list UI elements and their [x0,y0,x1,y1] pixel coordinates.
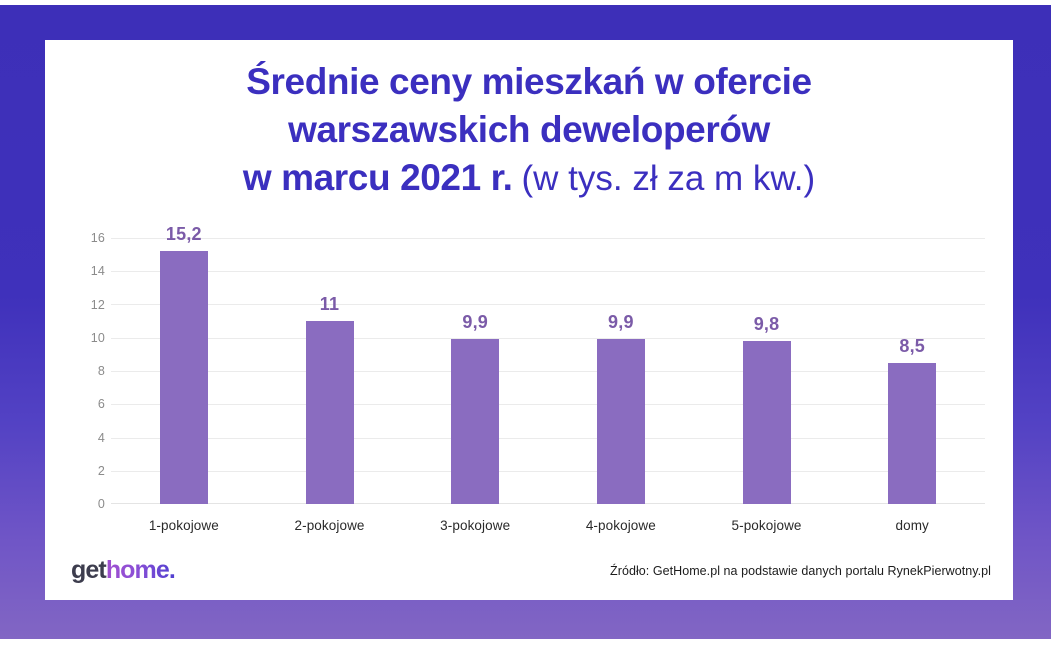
x-tick-domy: domy [895,518,929,533]
bar-1-pokojowe[interactable] [159,251,208,504]
y-tick-8: 8 [97,364,105,378]
gridline-2 [111,471,985,472]
y-tick-10: 10 [90,330,105,345]
chart-title-line-3: w marcu 2021 r. (w tys. zł za m kw.) [45,154,1013,202]
y-axis: 16 14 12 10 8 6 4 2 0 [50,231,105,511]
bar-slot-2-pokojowe: 11 [257,238,403,504]
bar-value-label-5-pokojowe: 9,8 [753,314,780,335]
gridline-14 [111,271,985,272]
bar-domy[interactable] [888,362,937,504]
logo-text-home: home. [105,556,176,584]
x-tick-1-pokojowe: 1-pokojowe [148,518,219,533]
bar-4-pokojowe[interactable] [596,339,645,504]
bar-slot-3-pokojowe: 9,9 [402,238,548,504]
gridline-6 [111,404,985,405]
chart-title-line-2: warszawskich deweloperów [288,109,770,151]
gridline-0 [111,503,985,504]
chart-title-unit: (w tys. zł za m kw.) [521,159,816,199]
gridline-4 [111,438,985,439]
bar-3-pokojowe[interactable] [451,339,500,504]
y-tick-12: 12 [90,297,105,312]
logo-text-get: get [71,556,107,584]
gridline-8 [111,371,985,372]
chart-title-line-1: Średnie ceny mieszkań w ofercie [246,61,812,102]
source-note: Źródło: GetHome.pl na podstawie danych p… [610,564,991,578]
bar-slot-1-pokojowe: 15,2 [111,224,257,504]
bar-2-pokojowe[interactable] [305,321,354,504]
bar-series: 15,2 11 9,9 9,9 9,8 [111,224,985,504]
bar-slot-5-pokojowe: 9,8 [694,238,840,504]
chart-card: Średnie ceny mieszkań w ofercie warszaws… [45,40,1013,600]
bar-value-label-4-pokojowe: 9,9 [608,312,634,333]
plot-area: 16 14 12 10 8 6 4 2 0 [45,224,1013,548]
x-tick-3-pokojowe: 3-pokojowe [440,518,511,533]
gridlines [111,238,985,504]
gridline-12 [111,304,985,305]
x-axis: 1-pokojowe 2-pokojowe 3-pokojowe 4-pokoj… [111,518,985,533]
chart-title-block: Średnie ceny mieszkań w ofercie warszaws… [45,58,1013,202]
bar-slot-domy: 8,5 [839,238,985,504]
gridline-16 [111,238,985,239]
y-tick-4: 4 [97,430,105,445]
bar-value-label-1-pokojowe: 15,2 [165,224,202,245]
bar-value-label-2-pokojowe: 11 [319,294,340,315]
x-tick-2-pokojowe: 2-pokojowe [294,518,365,533]
x-tick-4-pokojowe: 4-pokojowe [585,518,656,533]
bar-slot-4-pokojowe: 9,9 [548,238,694,504]
y-tick-2: 2 [97,463,105,478]
y-tick-16: 16 [90,231,105,245]
y-tick-14: 14 [90,264,105,279]
y-tick-0: 0 [97,497,105,511]
bar-5-pokojowe[interactable] [742,341,791,504]
y-tick-6: 6 [97,397,105,412]
bar-value-label-domy: 8,5 [899,335,925,356]
gridline-10 [111,338,985,339]
chart-title-period: w marcu 2021 r. [242,157,513,199]
x-tick-5-pokojowe: 5-pokojowe [731,518,802,533]
bar-value-label-3-pokojowe: 9,9 [462,312,488,333]
chart-footer: gethome. Źródło: GetHome.pl na podstawie… [45,552,1013,600]
gethome-logo[interactable]: gethome. [71,556,176,585]
